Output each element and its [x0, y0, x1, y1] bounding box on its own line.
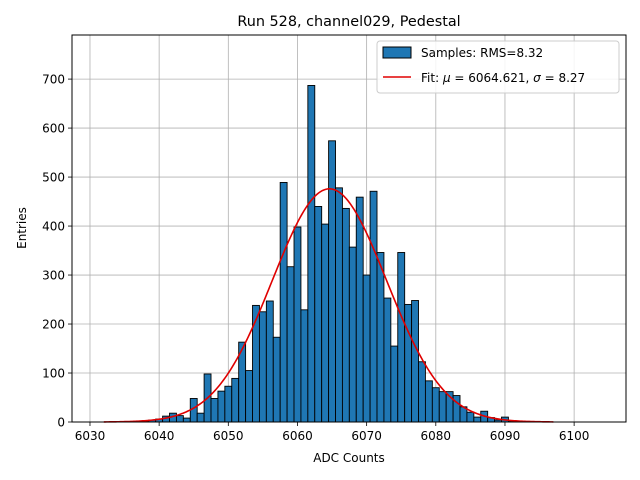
histogram-bar: [369, 190, 378, 423]
legend-label-fit: Fit: μ = 6064.621, σ = 8.27: [421, 71, 585, 85]
histogram-bar: [424, 380, 433, 423]
y-tick-label: 400: [42, 220, 65, 234]
y-tick-label: 200: [42, 318, 65, 332]
y-axis-ticks: 0 100 200 300 400 500 600 700: [42, 73, 72, 430]
histogram-bar: [341, 207, 350, 423]
histogram-bar: [348, 246, 357, 423]
y-axis-label: Entries: [15, 207, 29, 249]
histogram-bar: [245, 370, 253, 423]
histogram-bar: [252, 304, 260, 423]
histogram-bar: [265, 300, 274, 423]
histogram-bar: [210, 398, 219, 423]
histogram-bar: [390, 345, 399, 423]
legend: Samples: RMS=8.32 Fit: μ = 6064.621, σ =…: [376, 40, 620, 94]
histogram-bar: [438, 391, 447, 423]
histogram-bar: [397, 252, 406, 423]
histogram-bar: [300, 309, 309, 423]
x-tick-label: 6060: [282, 429, 313, 443]
histogram-bar: [355, 196, 364, 423]
legend-fit-sigma-symbol: σ: [533, 71, 541, 85]
chart-title: Run 528, channel029, Pedestal: [237, 14, 460, 30]
x-tick-label: 6030: [75, 429, 106, 443]
x-tick-label: 6080: [421, 429, 452, 443]
legend-fit-mu-symbol: μ: [442, 71, 451, 85]
x-axis-ticks: 6030 6040 6050 6060 6070 6080 6090 6100: [75, 422, 590, 443]
histogram-bar: [293, 226, 302, 423]
legend-swatch-histogram: [382, 46, 412, 59]
histogram-bar: [404, 303, 413, 423]
x-tick-label: 6050: [213, 429, 244, 443]
legend-fit-part: Fit:: [421, 71, 443, 85]
histogram-bar: [466, 411, 475, 423]
histogram-bar: [411, 300, 419, 423]
legend-fit-part: = 6064.621,: [451, 71, 534, 85]
histogram-bar: [328, 140, 336, 423]
fit-curve: [103, 188, 554, 423]
histogram-bar: [272, 336, 281, 423]
y-tick-label: 600: [42, 122, 65, 136]
y-tick-label: 700: [42, 73, 65, 87]
x-tick-label: 6100: [559, 429, 590, 443]
x-tick-label: 6040: [144, 429, 175, 443]
histogram-bar: [182, 417, 191, 423]
legend-label-histogram: Samples: RMS=8.32: [421, 46, 543, 60]
histogram-bar: [321, 223, 330, 423]
histogram-bar: [362, 274, 371, 423]
histogram-bar: [217, 390, 226, 423]
x-tick-label: 6090: [490, 429, 521, 443]
histogram-bar: [418, 361, 426, 423]
histogram-bar: [383, 297, 392, 423]
histogram-bar: [258, 311, 267, 423]
x-tick-label: 6070: [351, 429, 382, 443]
histogram-bar: [335, 187, 343, 423]
histogram-bar: [376, 252, 385, 423]
y-tick-label: 300: [42, 269, 65, 283]
histogram-bar: [196, 412, 205, 423]
histogram-bars: [127, 85, 516, 423]
histogram-bar: [473, 416, 482, 423]
histogram-bar: [307, 85, 316, 423]
y-tick-label: 100: [42, 367, 65, 381]
y-tick-label: 0: [57, 416, 65, 430]
histogram-bar: [279, 182, 288, 423]
histogram-bar: [314, 206, 323, 423]
legend-frame: [376, 40, 620, 94]
histogram-bar: [224, 385, 233, 423]
x-axis-label: ADC Counts: [313, 451, 385, 465]
plot-frame: [71, 34, 627, 423]
histogram-bar: [231, 377, 240, 423]
y-tick-label: 500: [42, 171, 65, 185]
histogram-bar: [431, 387, 440, 423]
histogram-bar: [286, 266, 295, 423]
legend-fit-part: = 8.27: [541, 71, 585, 85]
histogram-bar: [175, 415, 184, 423]
